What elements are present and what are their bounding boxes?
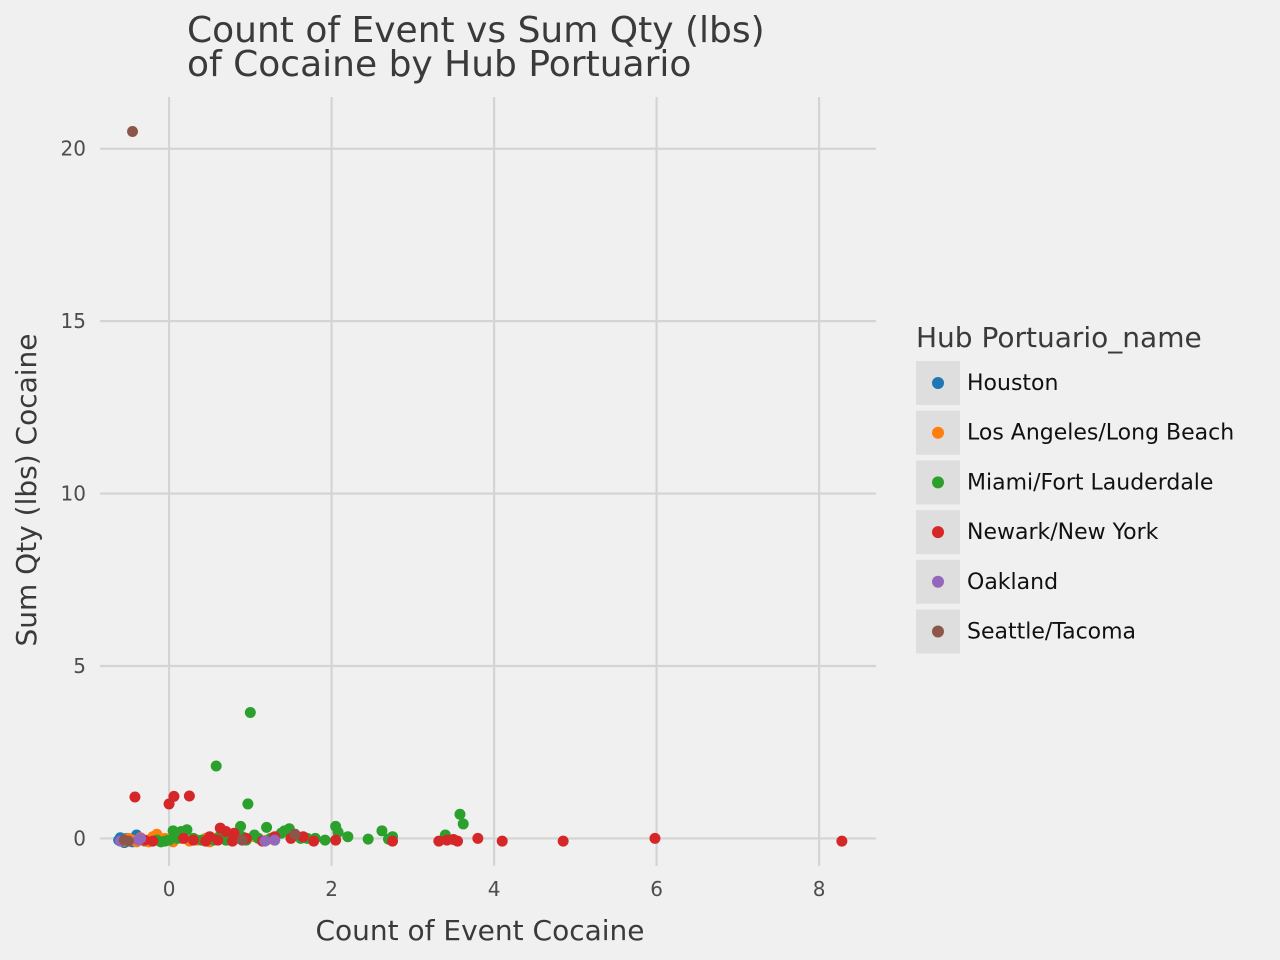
data-point xyxy=(330,834,342,846)
legend-marker xyxy=(932,476,944,489)
data-point xyxy=(496,835,508,847)
data-point xyxy=(242,798,254,810)
data-point xyxy=(226,835,238,847)
data-point xyxy=(454,808,466,820)
y-tick-label: 5 xyxy=(73,654,86,678)
legend-marker xyxy=(932,575,944,588)
data-point xyxy=(187,834,199,846)
data-point xyxy=(181,824,193,836)
x-tick-label: 6 xyxy=(650,877,663,901)
data-point xyxy=(649,832,661,844)
data-point xyxy=(178,832,190,844)
data-point xyxy=(244,707,256,719)
data-point xyxy=(836,835,848,847)
data-point xyxy=(129,791,141,803)
legend-marker xyxy=(932,377,944,389)
legend-label: Newark/New York xyxy=(967,520,1159,545)
x-tick-label: 0 xyxy=(163,877,176,901)
legend-marker xyxy=(932,625,944,638)
y-tick-label: 0 xyxy=(73,826,86,850)
legend-label: Los Angeles/Long Beach xyxy=(967,421,1234,446)
y-axis-title: Sum Qty (lbs) Cocaine xyxy=(10,333,43,646)
data-point xyxy=(135,832,147,844)
data-point xyxy=(308,835,320,847)
y-tick-label: 15 xyxy=(61,309,86,333)
legend-label: Oakland xyxy=(967,570,1058,595)
chart-title-line-2: of Cocaine by Hub Portuario xyxy=(187,44,691,85)
data-point xyxy=(118,834,130,846)
data-point xyxy=(376,825,388,837)
data-point xyxy=(261,821,273,833)
x-tick-label: 4 xyxy=(488,877,501,901)
data-point xyxy=(210,760,222,772)
data-point xyxy=(342,831,354,843)
data-point xyxy=(212,834,224,846)
data-point xyxy=(362,833,374,845)
data-point xyxy=(147,835,159,847)
y-tick-label: 10 xyxy=(61,482,86,506)
y-tick-label: 20 xyxy=(61,137,86,161)
axis-ticks: 0 2 4 6 8 0 5 10 15 20 xyxy=(61,137,826,901)
legend-marker xyxy=(932,426,944,439)
x-tick-label: 2 xyxy=(325,877,338,901)
chart-title-line-1: Count of Event vs Sum Qty (lbs) xyxy=(187,10,765,51)
data-point xyxy=(433,835,445,847)
data-point xyxy=(457,818,469,830)
data-point xyxy=(236,834,248,846)
data-point xyxy=(557,835,569,847)
grid-lines xyxy=(100,97,876,866)
data-point xyxy=(168,790,180,802)
legend-marker xyxy=(932,526,944,539)
data-point xyxy=(319,834,331,846)
data-points xyxy=(113,125,848,849)
data-point xyxy=(183,790,195,802)
legend-label: Houston xyxy=(967,371,1058,396)
legend-label: Miami/Fort Lauderdale xyxy=(967,470,1213,495)
x-axis-title: Count of Event Cocaine xyxy=(315,914,644,947)
data-point xyxy=(269,834,281,846)
data-point xyxy=(387,835,399,847)
data-point xyxy=(235,820,247,832)
data-point xyxy=(259,835,271,847)
legend: Hub Portuario_name Houston Los Angeles/Lo… xyxy=(916,321,1234,654)
x-tick-label: 8 xyxy=(813,877,826,901)
data-point xyxy=(452,835,464,847)
data-point xyxy=(127,125,139,137)
data-point xyxy=(472,832,484,844)
legend-label: Seattle/Tacoma xyxy=(967,620,1136,645)
legend-title: Hub Portuario_name xyxy=(916,321,1202,354)
data-point xyxy=(289,828,301,840)
